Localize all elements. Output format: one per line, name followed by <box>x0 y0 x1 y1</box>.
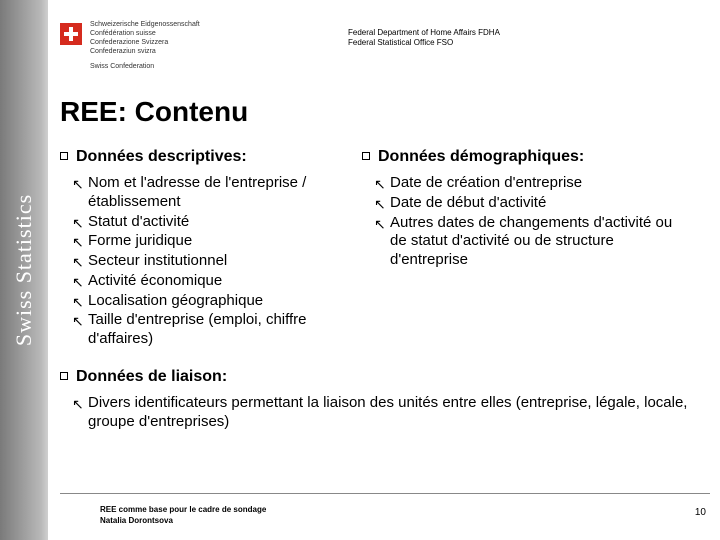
column-descriptive: Données descriptives: ↖Nom et l'adresse … <box>60 148 350 350</box>
list-item: ↖Localisation géographique <box>88 292 350 311</box>
liaison-list: ↖Divers identificateurs permettant la li… <box>60 394 710 432</box>
descriptive-heading: Données descriptives: <box>60 148 350 166</box>
slide-header: Schweizerische Eidgenossenschaft Confédé… <box>60 20 710 80</box>
slide-footer: REE comme base pour le cadre de sondage … <box>100 505 266 526</box>
confed-line3: Confederazione Svizzera <box>90 38 200 47</box>
arrow-icon: ↖ <box>374 176 386 194</box>
page-number: 10 <box>695 507 706 518</box>
column-demographic: Données démographiques: ↖Date de créatio… <box>362 148 682 350</box>
list-item: ↖Nom et l'adresse de l'entreprise / étab… <box>88 174 350 212</box>
list-item: ↖Secteur institutionnel <box>88 252 350 271</box>
arrow-icon: ↖ <box>374 216 386 234</box>
sidebar-label: Swiss Statistics <box>11 194 37 346</box>
list-item: ↖Statut d'activité <box>88 213 350 232</box>
list-item: ↖Autres dates de changements d'activité … <box>390 214 682 270</box>
demographic-heading: Données démographiques: <box>362 148 682 166</box>
arrow-icon: ↖ <box>72 396 84 414</box>
footer-line2: Natalia Dorontsova <box>100 516 266 526</box>
department-text: Federal Department of Home Affairs FDHA … <box>348 28 500 49</box>
arrow-icon: ↖ <box>374 196 386 214</box>
list-item: ↖Date de création d'entreprise <box>390 174 682 193</box>
arrow-icon: ↖ <box>72 274 84 292</box>
confed-line4: Confederaziun svizra <box>90 47 200 56</box>
bullet-square-icon <box>60 372 68 380</box>
dept-line1: Federal Department of Home Affairs FDHA <box>348 28 500 38</box>
column-liaison: Données de liaison: ↖Divers identificate… <box>60 368 710 432</box>
footer-line1: REE comme base pour le cadre de sondage <box>100 505 266 515</box>
slide-content: Données descriptives: ↖Nom et l'adresse … <box>60 148 710 432</box>
confed-line1: Schweizerische Eidgenossenschaft <box>90 20 200 29</box>
arrow-icon: ↖ <box>72 254 84 272</box>
swiss-flag-icon <box>60 23 82 45</box>
list-item: ↖Activité économique <box>88 272 350 291</box>
footer-divider <box>60 493 710 494</box>
bullet-square-icon <box>362 152 370 160</box>
descriptive-list: ↖Nom et l'adresse de l'entreprise / étab… <box>60 174 350 349</box>
confederation-text: Schweizerische Eidgenossenschaft Confédé… <box>90 20 200 71</box>
bullet-square-icon <box>60 152 68 160</box>
arrow-icon: ↖ <box>72 234 84 252</box>
liaison-heading-text: Données de liaison: <box>76 368 227 385</box>
demographic-heading-text: Données démographiques: <box>378 148 584 165</box>
arrow-icon: ↖ <box>72 294 84 312</box>
list-item: ↖Taille d'entreprise (emploi, chiffre d'… <box>88 311 350 349</box>
arrow-icon: ↖ <box>72 215 84 233</box>
list-item: ↖Divers identificateurs permettant la li… <box>88 394 710 432</box>
confed-sub: Swiss Confederation <box>90 62 200 71</box>
list-item: ↖Forme juridique <box>88 232 350 251</box>
arrow-icon: ↖ <box>72 176 84 194</box>
confed-line2: Confédération suisse <box>90 29 200 38</box>
sidebar-brand: Swiss Statistics <box>0 0 48 540</box>
descriptive-heading-text: Données descriptives: <box>76 148 247 165</box>
arrow-icon: ↖ <box>72 313 84 331</box>
list-item: ↖Date de début d'activité <box>390 194 682 213</box>
demographic-list: ↖Date de création d'entreprise ↖Date de … <box>362 174 682 270</box>
liaison-heading: Données de liaison: <box>60 368 710 386</box>
slide-title: REE: Contenu <box>60 96 248 128</box>
dept-line2: Federal Statistical Office FSO <box>348 38 500 48</box>
